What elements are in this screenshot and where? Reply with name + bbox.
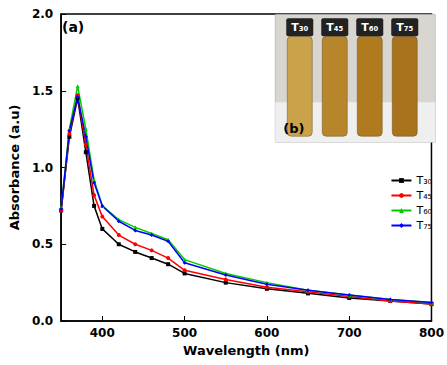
svg-text:T₆₀: T₆₀ (415, 204, 432, 217)
svg-text:Wavelength (nm): Wavelength (nm) (183, 343, 309, 358)
svg-text:Absorbance (a.u): Absorbance (a.u) (7, 105, 22, 231)
svg-text:1.5: 1.5 (32, 84, 53, 98)
svg-text:(b): (b) (283, 121, 304, 136)
svg-text:0.5: 0.5 (32, 237, 53, 251)
svg-text:0.0: 0.0 (32, 314, 53, 328)
svg-text:(a): (a) (62, 19, 84, 35)
svg-text:T₇₅: T₇₅ (415, 219, 432, 232)
svg-text:600: 600 (254, 326, 279, 340)
svg-text:500: 500 (172, 326, 197, 340)
svg-text:T₇₅: T₇₅ (396, 21, 413, 34)
svg-text:2.0: 2.0 (32, 7, 53, 21)
svg-text:T₄₅: T₄₅ (326, 21, 343, 34)
svg-text:800: 800 (419, 326, 444, 340)
svg-text:T₄₅: T₄₅ (415, 189, 432, 202)
svg-text:400: 400 (90, 326, 115, 340)
svg-text:700: 700 (337, 326, 362, 340)
svg-text:T₃₀: T₃₀ (291, 21, 308, 34)
svg-text:1.0: 1.0 (32, 161, 53, 175)
svg-text:T₃₀: T₃₀ (415, 174, 432, 187)
svg-text:T₆₀: T₆₀ (361, 21, 378, 34)
